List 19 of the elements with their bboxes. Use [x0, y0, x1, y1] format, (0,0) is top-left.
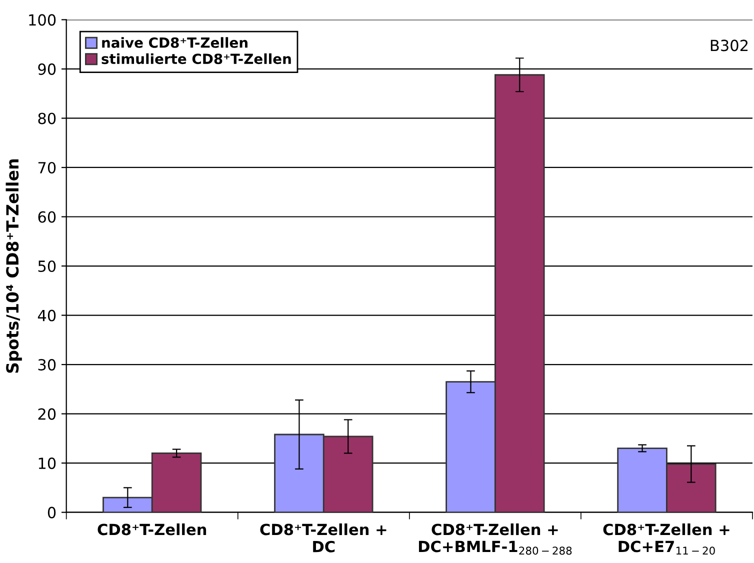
y-tick-label: 90	[38, 63, 56, 75]
y-tick-label: 10	[38, 458, 56, 470]
y-tick-label: 40	[38, 310, 56, 322]
y-tick-label: 70	[38, 162, 56, 174]
y-tick-label: 0	[48, 506, 56, 518]
x-tick-label: CD8⁺T-Zellen + DC+BMLF-1$_{280−288}$	[418, 523, 572, 555]
annotation: B302	[710, 40, 748, 52]
x-tick-label: CD8⁺T-Zellen + DC+E7$_{11−20}$	[603, 523, 730, 555]
x-tick-label: CD8⁺T-Zellen + DC	[260, 523, 386, 552]
x-tick-label: CD8⁺T-Zellen	[98, 523, 206, 536]
y-tick-label: 80	[38, 112, 56, 124]
y-tick-label: 30	[38, 359, 56, 371]
y-tick-label: 100	[29, 14, 56, 26]
y-axis-title: Spots/10⁴ CD8⁺T-Zellen	[6, 159, 22, 373]
y-tick-label: 20	[38, 408, 56, 420]
y-tick-label: 60	[38, 211, 56, 223]
legend-label: naive CD8⁺T-Zellen	[102, 37, 248, 48]
legend-label: stimulierte CD8⁺T-Zellen	[102, 53, 291, 64]
y-tick-label: 50	[38, 260, 56, 272]
